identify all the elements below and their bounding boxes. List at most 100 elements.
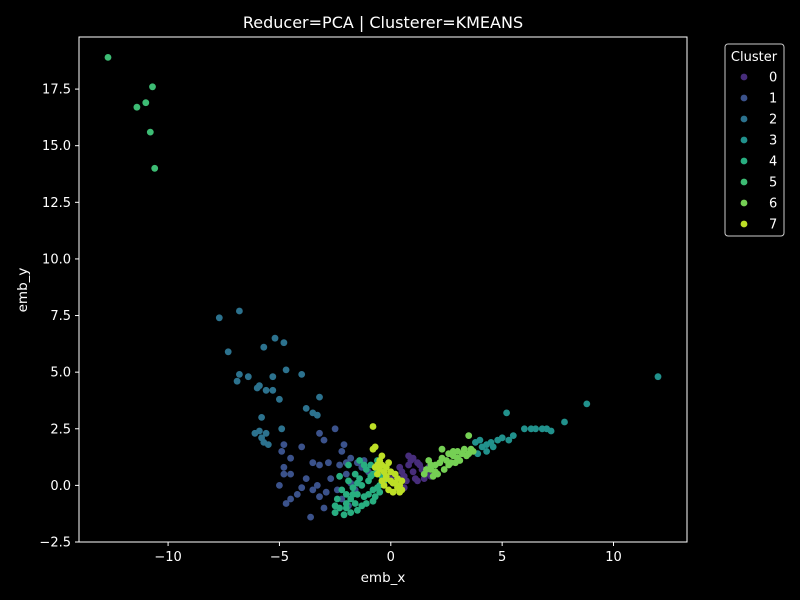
data-point <box>264 441 272 448</box>
series-2 <box>215 307 323 448</box>
data-point <box>142 99 150 107</box>
x-tick-label: −10 <box>154 550 181 565</box>
data-point <box>258 414 265 421</box>
data-point <box>367 472 375 480</box>
data-point <box>282 366 290 374</box>
data-point <box>278 425 286 433</box>
data-point <box>449 448 457 455</box>
y-tick-label: 0.0 <box>50 479 71 494</box>
data-point <box>269 386 277 394</box>
data-point <box>416 461 424 469</box>
data-point <box>345 461 352 469</box>
data-point <box>316 461 323 469</box>
data-point <box>338 448 346 455</box>
data-point <box>356 457 363 464</box>
data-point <box>347 509 355 516</box>
data-point <box>302 405 310 412</box>
x-tick-label: 10 <box>605 550 622 565</box>
data-point <box>316 393 323 401</box>
series-7 <box>369 423 406 496</box>
data-point <box>382 475 390 482</box>
data-point <box>309 486 317 494</box>
data-point <box>104 54 112 61</box>
data-point <box>325 459 332 467</box>
data-point <box>472 439 479 446</box>
data-point <box>322 488 330 496</box>
plot-frame <box>78 36 688 543</box>
data-point <box>146 128 154 136</box>
data-point <box>262 386 270 394</box>
data-point <box>293 491 301 498</box>
data-point <box>354 479 361 487</box>
data-point <box>385 459 392 467</box>
legend-marker <box>740 157 748 165</box>
data-point <box>280 339 288 347</box>
data-point <box>405 452 412 460</box>
data-point <box>342 500 350 507</box>
legend-marker <box>740 115 748 123</box>
legend-item-5: 5 <box>740 176 777 191</box>
legend-marker <box>740 178 748 186</box>
legend-item-1: 1 <box>740 92 777 107</box>
data-point <box>583 400 591 408</box>
data-point <box>309 459 317 467</box>
data-point <box>654 373 662 381</box>
data-point <box>224 348 232 356</box>
data-point <box>389 479 397 487</box>
plot-area <box>104 54 662 521</box>
series-5 <box>104 54 159 172</box>
data-point <box>269 373 277 381</box>
data-point <box>331 509 339 516</box>
x-tick-label: 0 <box>387 550 395 565</box>
legend-label: 4 <box>769 155 777 170</box>
data-point <box>151 164 159 172</box>
data-point <box>360 461 368 469</box>
legend-label: 5 <box>769 176 777 191</box>
legend-item-3: 3 <box>740 134 777 149</box>
data-point <box>369 445 377 453</box>
y-tick-label: 10.0 <box>42 252 71 267</box>
data-point <box>365 491 372 498</box>
data-point <box>349 484 357 492</box>
data-point <box>503 409 510 417</box>
data-point <box>307 513 314 521</box>
data-point <box>489 443 497 451</box>
data-point <box>478 443 486 451</box>
legend-item-0: 0 <box>740 71 777 86</box>
y-tick-label: 5.0 <box>50 366 71 381</box>
data-point <box>256 382 263 390</box>
data-point <box>369 423 377 430</box>
data-point <box>271 334 279 342</box>
data-point <box>414 477 421 485</box>
data-point <box>327 475 335 482</box>
x-axis: −10 −5 0 5 10 <box>154 542 622 565</box>
data-point <box>345 477 352 485</box>
data-point <box>287 470 294 478</box>
legend-item-6: 6 <box>740 197 777 212</box>
data-point <box>521 425 528 433</box>
data-point <box>342 491 350 498</box>
x-tick-label: 5 <box>498 550 506 565</box>
data-point <box>463 452 470 460</box>
data-point <box>280 441 288 448</box>
data-point <box>538 425 546 433</box>
data-point <box>398 468 406 476</box>
data-point <box>316 429 323 437</box>
data-point <box>351 470 359 478</box>
legend-label: 7 <box>769 218 777 233</box>
legend-item-4: 4 <box>740 155 777 170</box>
data-point <box>460 445 468 453</box>
data-point <box>340 511 348 519</box>
data-point <box>316 493 323 501</box>
data-point <box>236 371 243 378</box>
data-point <box>236 307 243 315</box>
data-point <box>313 411 321 419</box>
data-point <box>276 482 283 489</box>
data-point <box>331 502 339 510</box>
legend-item-2: 2 <box>740 113 777 128</box>
data-point <box>282 500 290 507</box>
data-point <box>280 463 288 471</box>
series-6 <box>420 432 477 480</box>
data-point <box>298 484 306 492</box>
